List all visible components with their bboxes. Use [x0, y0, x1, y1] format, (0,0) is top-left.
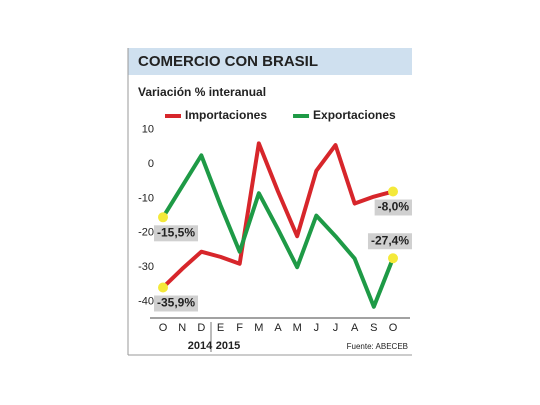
y-tick-label: -30: [138, 261, 154, 273]
chart-subtitle: Variación % interanual: [138, 85, 266, 99]
header-band: [128, 48, 412, 75]
x-tick-label: S: [370, 322, 377, 334]
x-tick-label: M: [254, 322, 263, 334]
value-label: -15,5%: [157, 225, 195, 239]
y-tick-label: -40: [138, 296, 154, 308]
source: Fuente: ABECEB: [347, 342, 408, 351]
y-tick-label: 0: [148, 158, 154, 170]
value-label: -8,0%: [378, 200, 410, 214]
year-label: 2015: [216, 340, 240, 352]
x-tick-label: J: [314, 322, 320, 334]
x-tick-label: A: [274, 322, 282, 334]
x-tick-label: J: [333, 322, 339, 334]
highlight-point: [158, 282, 168, 293]
x-tick-label: N: [178, 322, 186, 334]
series-line: [161, 153, 395, 309]
value-label-bg: [154, 295, 199, 312]
legend-label: Importaciones: [185, 108, 267, 122]
value-label-bg: [367, 233, 412, 250]
x-tick-label: E: [217, 322, 224, 334]
series-line: [161, 141, 394, 289]
highlight-point: [388, 186, 398, 197]
year-label: 2014: [188, 340, 213, 352]
x-tick-label: A: [351, 322, 359, 334]
chart-title: COMERCIO CON BRASIL: [138, 53, 318, 70]
x-tick-label: D: [197, 322, 205, 334]
x-tick-label: O: [159, 322, 168, 334]
highlight-point: [388, 253, 398, 264]
y-tick-label: -20: [138, 227, 154, 239]
value-label-bg: [154, 225, 199, 242]
legend-label: Exportaciones: [313, 108, 396, 122]
x-tick-label: M: [293, 322, 302, 334]
x-tick-label: F: [236, 322, 243, 334]
x-tick-label: O: [389, 322, 398, 334]
value-label-bg: [374, 199, 412, 216]
y-tick-label: 10: [142, 123, 154, 135]
value-label: -35,9%: [157, 296, 195, 310]
y-tick-label: -10: [138, 192, 154, 204]
value-label: -27,4%: [371, 233, 409, 247]
highlight-point: [158, 212, 168, 223]
